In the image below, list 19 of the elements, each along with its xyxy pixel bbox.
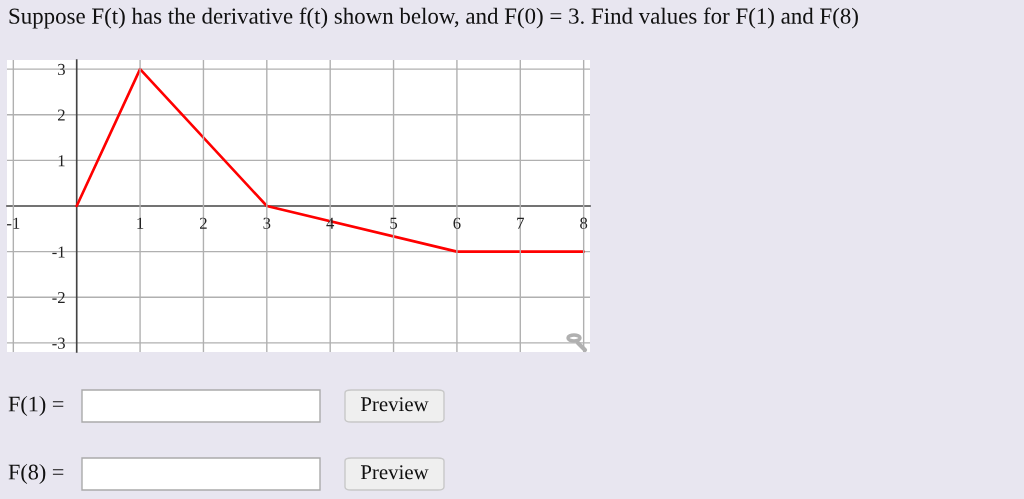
x-tick-label: 6 xyxy=(453,217,461,229)
x-tick-label: -1 xyxy=(7,217,20,229)
y-tick-label: 1 xyxy=(58,155,65,167)
x-tick-label: 1 xyxy=(137,217,144,229)
x-tick-label: 2 xyxy=(200,217,207,229)
y-tick-label: 2 xyxy=(57,109,65,121)
y-tick-label: -1 xyxy=(52,246,65,258)
y-tick-label: 3 xyxy=(58,63,65,76)
text: Preview xyxy=(360,465,429,480)
x-tick-label: 8 xyxy=(580,217,588,229)
x-tick-label: 7 xyxy=(517,217,524,229)
y-tick-label: -3 xyxy=(52,337,65,349)
x-tick-label: 5 xyxy=(390,217,398,229)
chart-title: Suppose F(t) has the derivative f(t) shown below, and F(0) = 3. Find values for F(1) and F(8) xyxy=(9,7,858,29)
text: F(1) = xyxy=(8,395,64,417)
text: Preview xyxy=(360,397,429,412)
text: F(8) = xyxy=(8,463,64,485)
x-tick-label: 3 xyxy=(263,217,271,229)
y-tick-label: -2 xyxy=(52,292,65,304)
